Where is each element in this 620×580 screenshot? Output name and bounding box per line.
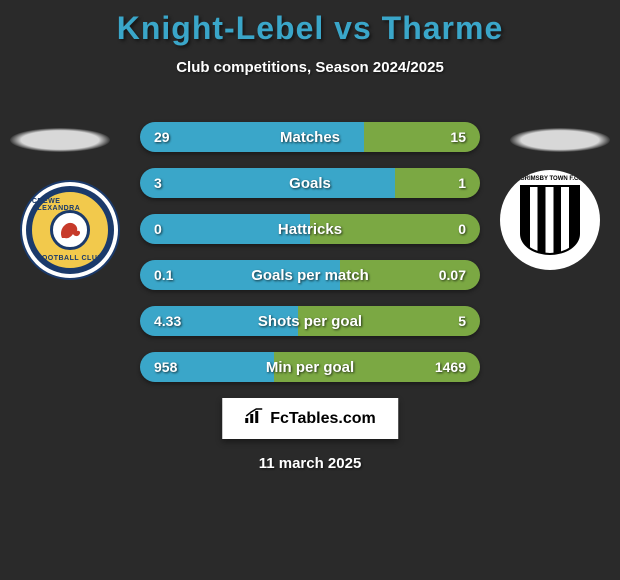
branding-badge: FcTables.com: [222, 398, 398, 439]
stat-label: Min per goal: [194, 359, 426, 376]
vs-text: vs: [334, 10, 372, 46]
stat-value-left: 958: [154, 359, 194, 375]
date-text: 11 march 2025: [0, 455, 620, 472]
stat-value-left: 4.33: [154, 313, 194, 329]
stat-label: Shots per goal: [194, 313, 426, 330]
stat-value-right: 0.07: [426, 267, 466, 283]
stat-row: 4.33Shots per goal5: [140, 306, 480, 336]
stat-value-right: 15: [426, 129, 466, 145]
stat-value-left: 29: [154, 129, 194, 145]
stat-value-right: 1: [426, 175, 466, 191]
stat-label: Goals per match: [194, 267, 426, 284]
stat-value-left: 0.1: [154, 267, 194, 283]
page-title: Knight-Lebel vs Tharme: [0, 0, 620, 47]
comparison-infographic: Knight-Lebel vs Tharme Club competitions…: [0, 0, 620, 580]
chart-icon: [244, 408, 264, 429]
crest-left-top-text: CREWE ALEXANDRA: [32, 198, 108, 212]
stat-label: Matches: [194, 129, 426, 146]
stat-rows: 29Matches153Goals10Hattricks00.1Goals pe…: [140, 122, 480, 398]
crest-right-text: GRIMSBY TOWN F.C.: [520, 176, 580, 182]
subtitle: Club competitions, Season 2024/2025: [0, 59, 620, 76]
stat-value-left: 3: [154, 175, 194, 191]
stat-value-right: 1469: [426, 359, 466, 375]
striped-shield-icon: [520, 185, 580, 255]
stat-value-left: 0: [154, 221, 194, 237]
lion-icon: [56, 216, 84, 244]
stat-row: 3Goals1: [140, 168, 480, 198]
shadow-ellipse-right: [510, 128, 610, 152]
stat-row: 0Hattricks0: [140, 214, 480, 244]
player1-name: Knight-Lebel: [117, 10, 325, 46]
stat-value-right: 5: [426, 313, 466, 329]
club-crest-left: CREWE ALEXANDRA FOOTBALL CLUB: [20, 180, 120, 280]
stat-label: Hattricks: [194, 221, 426, 238]
player2-name: Tharme: [382, 10, 504, 46]
stat-label: Goals: [194, 175, 426, 192]
stat-row: 29Matches15: [140, 122, 480, 152]
crest-left-bottom-text: FOOTBALL CLUB: [37, 255, 103, 262]
shadow-ellipse-left: [10, 128, 110, 152]
club-crest-right: GRIMSBY TOWN F.C.: [500, 170, 600, 270]
stat-row: 0.1Goals per match0.07: [140, 260, 480, 290]
stat-value-right: 0: [426, 221, 466, 237]
branding-text: FcTables.com: [270, 410, 376, 428]
stat-row: 958Min per goal1469: [140, 352, 480, 382]
